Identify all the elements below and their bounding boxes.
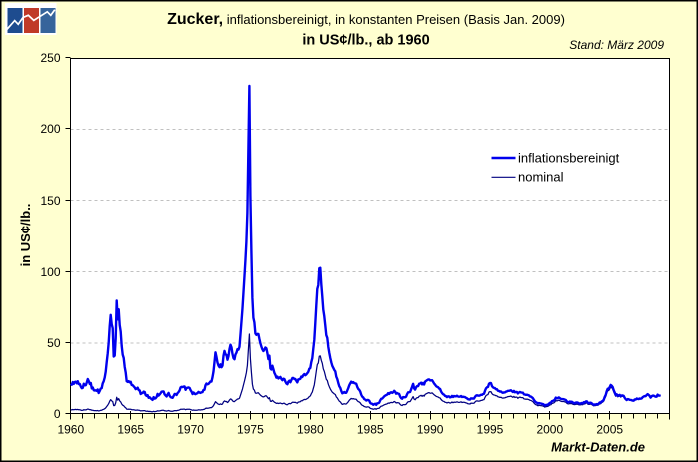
svg-text:1995: 1995 [477, 423, 504, 437]
svg-text:Zucker, inflationsbereinigt, i: Zucker, inflationsbereinigt, in konstant… [167, 11, 565, 28]
svg-text:50: 50 [47, 336, 61, 350]
svg-text:200: 200 [40, 122, 60, 136]
svg-text:1965: 1965 [117, 423, 144, 437]
svg-text:2005: 2005 [596, 423, 623, 437]
svg-text:250: 250 [40, 51, 60, 65]
svg-text:in US¢/lb..: in US¢/lb.. [18, 204, 33, 267]
svg-text:100: 100 [40, 265, 60, 279]
svg-text:1970: 1970 [177, 423, 204, 437]
svg-text:Markt-Daten.de: Markt-Daten.de [551, 440, 645, 455]
svg-text:nominal: nominal [518, 170, 564, 185]
svg-text:1975: 1975 [237, 423, 264, 437]
svg-text:1985: 1985 [357, 423, 384, 437]
svg-text:1980: 1980 [297, 423, 324, 437]
svg-text:150: 150 [40, 194, 60, 208]
svg-text:in US¢/lb., ab 1960: in US¢/lb., ab 1960 [302, 33, 429, 49]
svg-text:2000: 2000 [536, 423, 563, 437]
svg-text:Stand: März 2009: Stand: März 2009 [569, 38, 664, 52]
svg-text:1960: 1960 [57, 423, 84, 437]
svg-text:0: 0 [54, 407, 61, 421]
svg-text:inflationsbereinigt: inflationsbereinigt [518, 150, 620, 165]
svg-text:1990: 1990 [417, 423, 444, 437]
